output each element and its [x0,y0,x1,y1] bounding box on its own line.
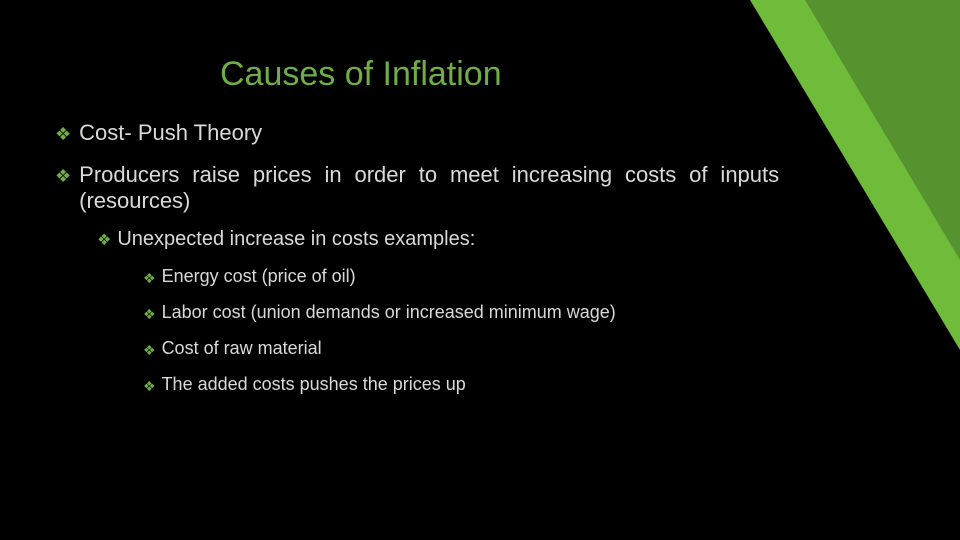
bullet-text: The added costs pushes the prices up [162,374,920,398]
bullet-text: Energy cost (price of oil) [162,266,920,290]
bullet-icon: ❖ [143,374,156,398]
bullet-icon: ❖ [143,338,156,362]
bullet-icon: ❖ [143,266,156,290]
bullet-text: Labor cost (union demands or increased m… [162,302,792,326]
bullet-text: Unexpected increase in costs examples: [117,228,475,254]
bullet-icon: ❖ [143,302,156,326]
bullet-level3: ❖ Energy cost (price of oil) [143,266,920,290]
bullet-icon: ❖ [55,120,71,148]
bullet-text: Cost- Push Theory [79,120,920,148]
bullet-text: Producers raise prices in order to meet … [79,162,779,214]
bullet-level1: ❖ Cost- Push Theory [55,120,920,148]
corner-shade [805,0,960,260]
bullet-icon: ❖ [55,162,71,214]
bullet-level2: ❖ Unexpected increase in costs examples: [97,228,920,254]
bullet-level3: ❖ The added costs pushes the prices up [143,374,920,398]
bullet-text: Cost of raw material [162,338,920,362]
bullet-level3: ❖ Labor cost (union demands or increased… [143,302,920,326]
bullet-level3: ❖ Cost of raw material [143,338,920,362]
bullet-icon: ❖ [97,228,111,254]
bullet-level1: ❖ Producers raise prices in order to mee… [55,162,920,214]
